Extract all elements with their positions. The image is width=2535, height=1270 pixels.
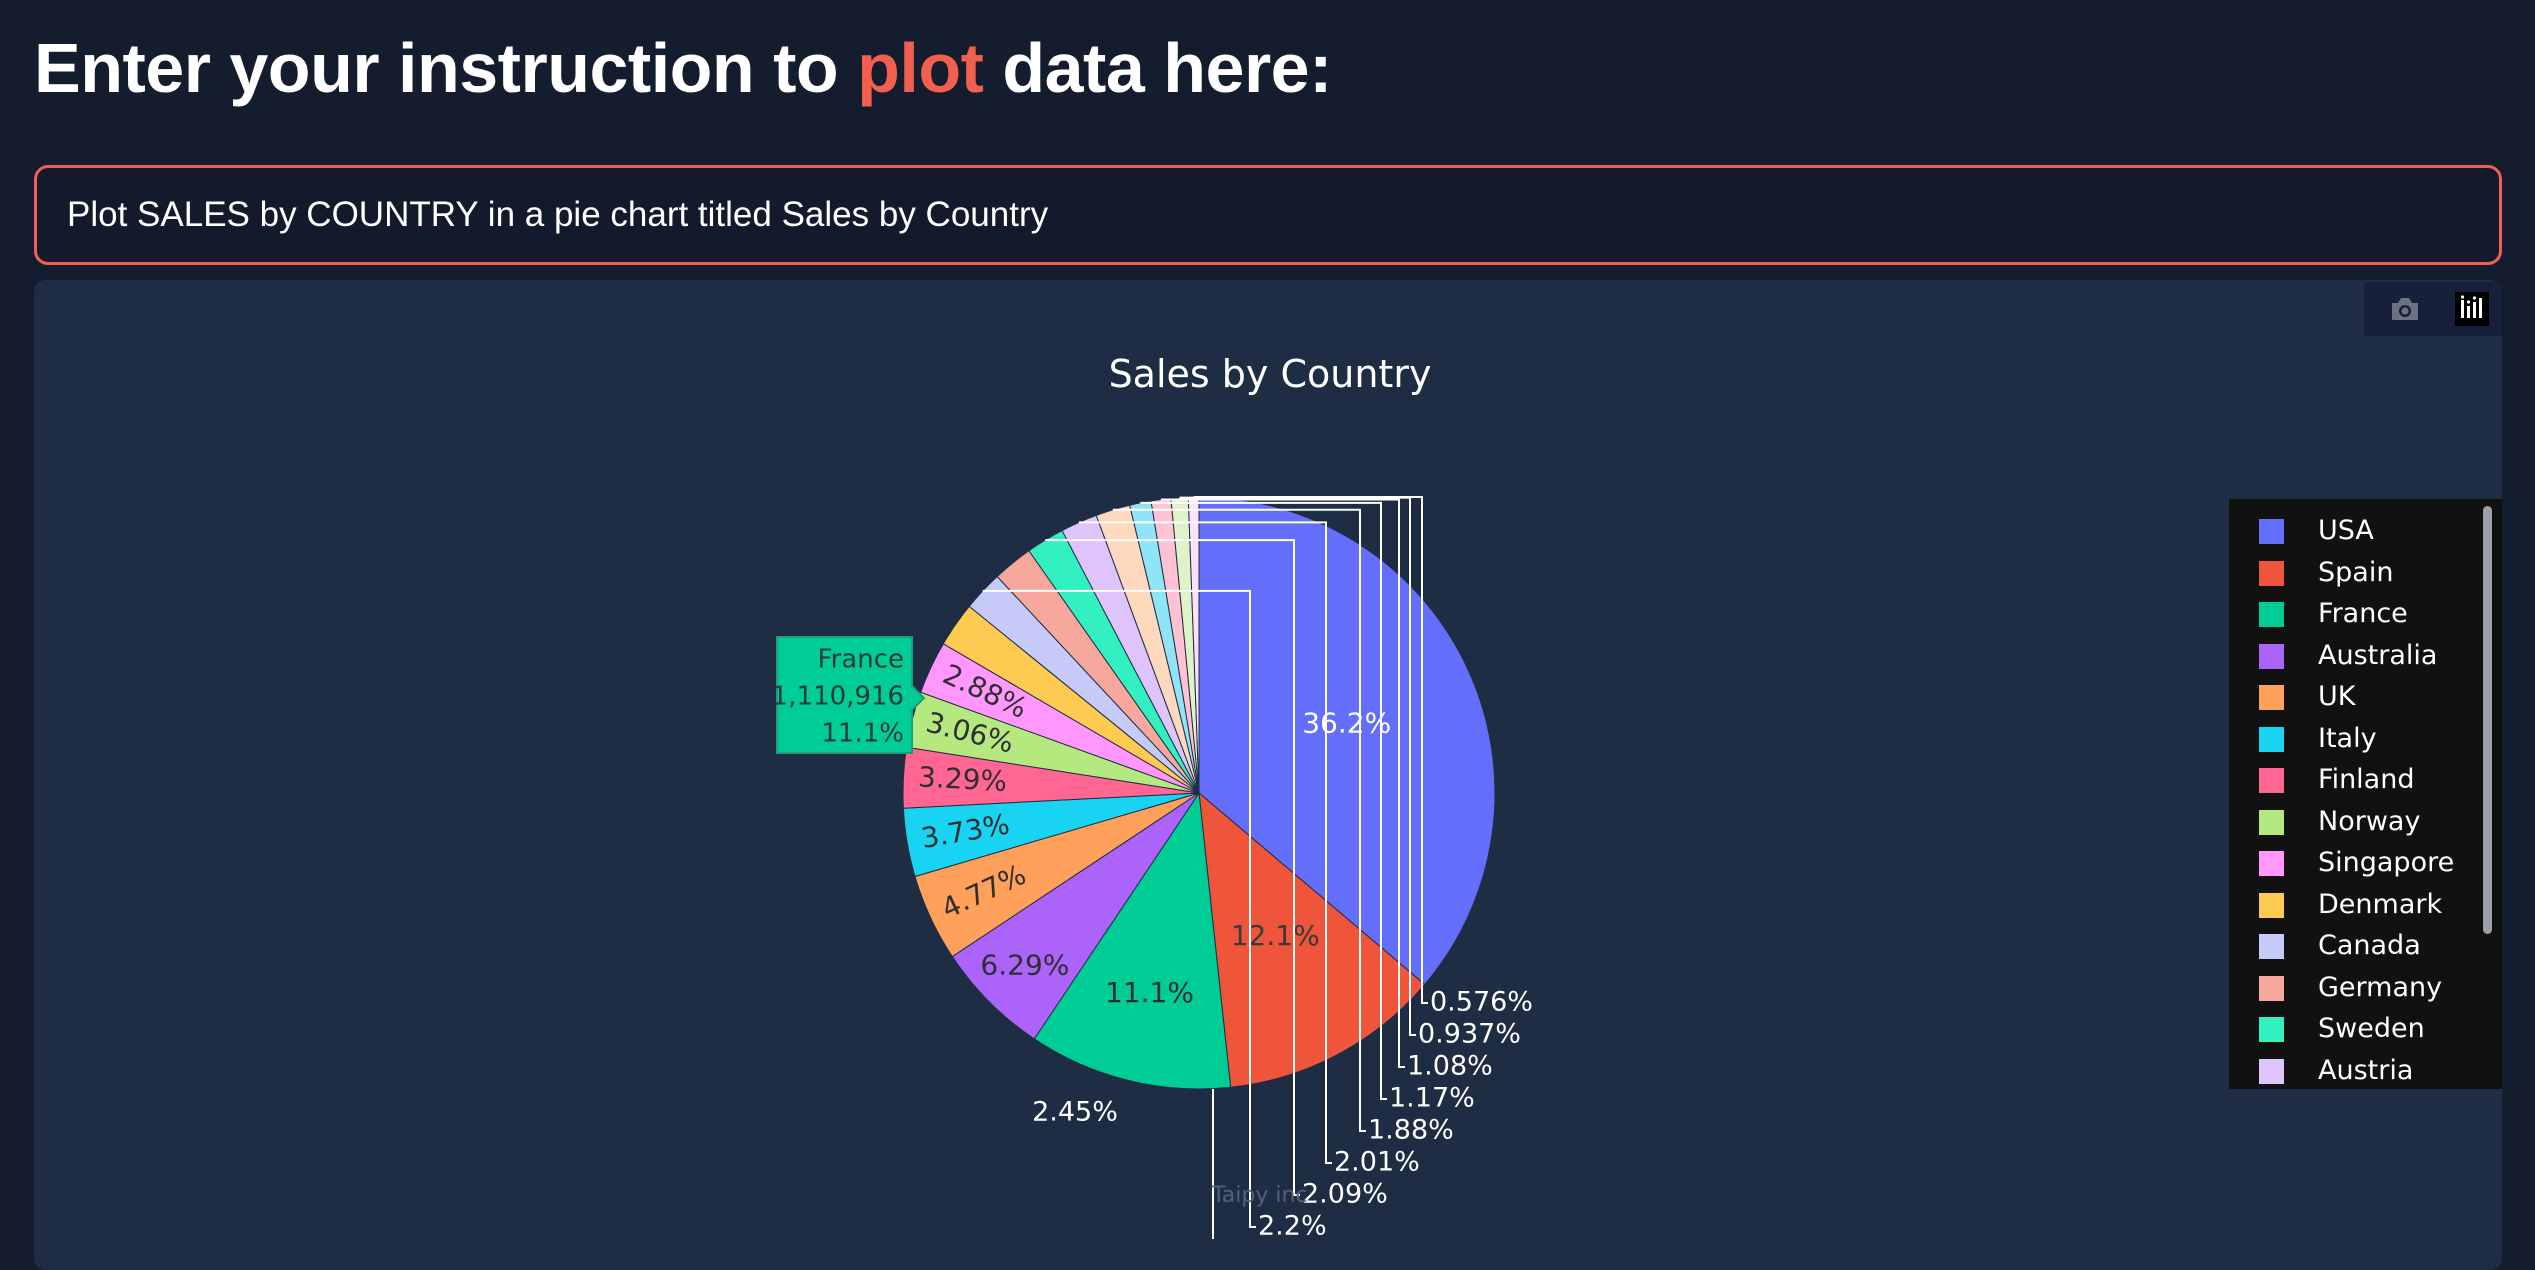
hover-tooltip: France 1,110,916 11.1%: [772, 636, 926, 754]
slice-label: 0.937%: [1418, 1019, 1521, 1050]
leader-line: [1045, 539, 1300, 1196]
leader-line: [1140, 501, 1387, 1100]
legend-label: Sweden: [2318, 1013, 2425, 1044]
legend-label: Canada: [2318, 930, 2421, 961]
legend-item[interactable]: Singapore: [2259, 845, 2489, 881]
legend-scrollbar[interactable]: [2483, 506, 2492, 934]
pie-chart: Sales by Country 36.2%12.1%11.1%6.29%4.7…: [772, 352, 1533, 1240]
leader-line: [1160, 498, 1405, 1068]
legend-item[interactable]: USA: [2259, 513, 2489, 549]
legend-label: Italy: [2318, 722, 2377, 754]
tooltip-text: 11.1%: [821, 719, 904, 749]
legend-label: Finland: [2318, 764, 2415, 795]
legend-swatch: [2259, 519, 2284, 544]
title-suffix: data here:: [983, 29, 1332, 107]
instruction-input[interactable]: Plot SALES by COUNTRY in a pie chart tit…: [34, 165, 2502, 265]
legend-swatch: [2259, 643, 2284, 669]
legend-item[interactable]: Finland: [2259, 762, 2489, 798]
legend-label: Germany: [2318, 971, 2443, 1003]
legend-label: Norway: [2318, 805, 2421, 837]
legend-label: Australia: [2318, 639, 2438, 671]
slice-label: 6.29%: [980, 948, 1069, 981]
legend-label: Singapore: [2318, 847, 2455, 878]
legend-item[interactable]: Italy: [2259, 721, 2489, 757]
legend-swatch: [2259, 768, 2284, 793]
plot-modebar: [2364, 282, 2502, 336]
legend-label: France: [2318, 598, 2408, 629]
slice-label: 12.1%: [1231, 919, 1320, 952]
chart-title: Sales by Country: [1109, 352, 1432, 396]
leader-line: [1078, 521, 1332, 1164]
legend-swatch: [2259, 685, 2284, 710]
camera-icon[interactable]: [2388, 292, 2422, 326]
legend-swatch: [2259, 560, 2284, 586]
title-prefix: Enter your instruction to: [34, 29, 858, 107]
slice-label: 1.17%: [1389, 1083, 1475, 1114]
legend-swatch: [2259, 851, 2284, 876]
slice-label: 2.2%: [1258, 1211, 1327, 1240]
legend-item[interactable]: Sweden: [2259, 1011, 2489, 1047]
page-title: Enter your instruction to plot data here…: [34, 24, 1332, 112]
legend-label: Spain: [2318, 556, 2394, 588]
legend-swatch: [2259, 1058, 2284, 1084]
slice-label: 2.45%: [1032, 1097, 1118, 1128]
leader-line: [1112, 508, 1366, 1132]
tooltip-box: [776, 636, 926, 754]
slice-label: 1.08%: [1407, 1051, 1493, 1082]
legend-item[interactable]: Norway: [2259, 804, 2489, 840]
legend-item[interactable]: Spain: [2259, 555, 2489, 591]
legend-item[interactable]: France: [2259, 596, 2489, 632]
tooltip-text: 1,110,916: [772, 682, 904, 712]
legend-label: UK: [2318, 681, 2356, 712]
slice-label: 2.09%: [1302, 1179, 1388, 1210]
legend-item[interactable]: Canada: [2259, 928, 2489, 964]
legend-item[interactable]: Australia: [2259, 638, 2489, 674]
slice-label: 2.01%: [1334, 1147, 1420, 1178]
pie-slice[interactable]: [951, 792, 1200, 1040]
legend-item[interactable]: Germany: [2259, 970, 2489, 1006]
pie-slice[interactable]: [1033, 791, 1232, 1090]
slice-label: 3.29%: [917, 760, 1008, 798]
slice-label: 36.2%: [1302, 707, 1391, 740]
chart-legend: USA Spain France Australia UK Italy Finland Nor…: [2229, 499, 2502, 1089]
legend-swatch: [2259, 892, 2284, 918]
leader-line: [1193, 496, 1428, 1004]
legend-label: USA: [2318, 515, 2374, 546]
legend-swatch: [2259, 602, 2284, 627]
slice-label: 11.1%: [1105, 976, 1194, 1009]
watermark-text: Taipy inc: [1212, 1183, 1308, 1208]
legend-swatch: [2259, 809, 2284, 835]
leader-line: [982, 589, 1256, 1228]
legend-item[interactable]: Denmark: [2259, 887, 2489, 923]
tooltip-text: France: [818, 645, 904, 675]
legend-swatch: [2259, 975, 2284, 1001]
slice-label: 0.576%: [1430, 987, 1533, 1018]
title-accent: plot: [857, 29, 984, 107]
legend-item[interactable]: UK: [2259, 679, 2489, 715]
legend-label: Austria: [2318, 1054, 2414, 1086]
legend-swatch: [2259, 934, 2284, 959]
legend-swatch: [2259, 1017, 2284, 1042]
slice-label: 1.88%: [1368, 1115, 1454, 1146]
legend-label: Denmark: [2318, 888, 2443, 920]
plotly-logo-icon[interactable]: [2455, 292, 2489, 326]
pie-slice[interactable]: [1198, 496, 1496, 986]
legend-swatch: [2259, 726, 2284, 752]
legend-item[interactable]: Austria: [2259, 1053, 2489, 1089]
